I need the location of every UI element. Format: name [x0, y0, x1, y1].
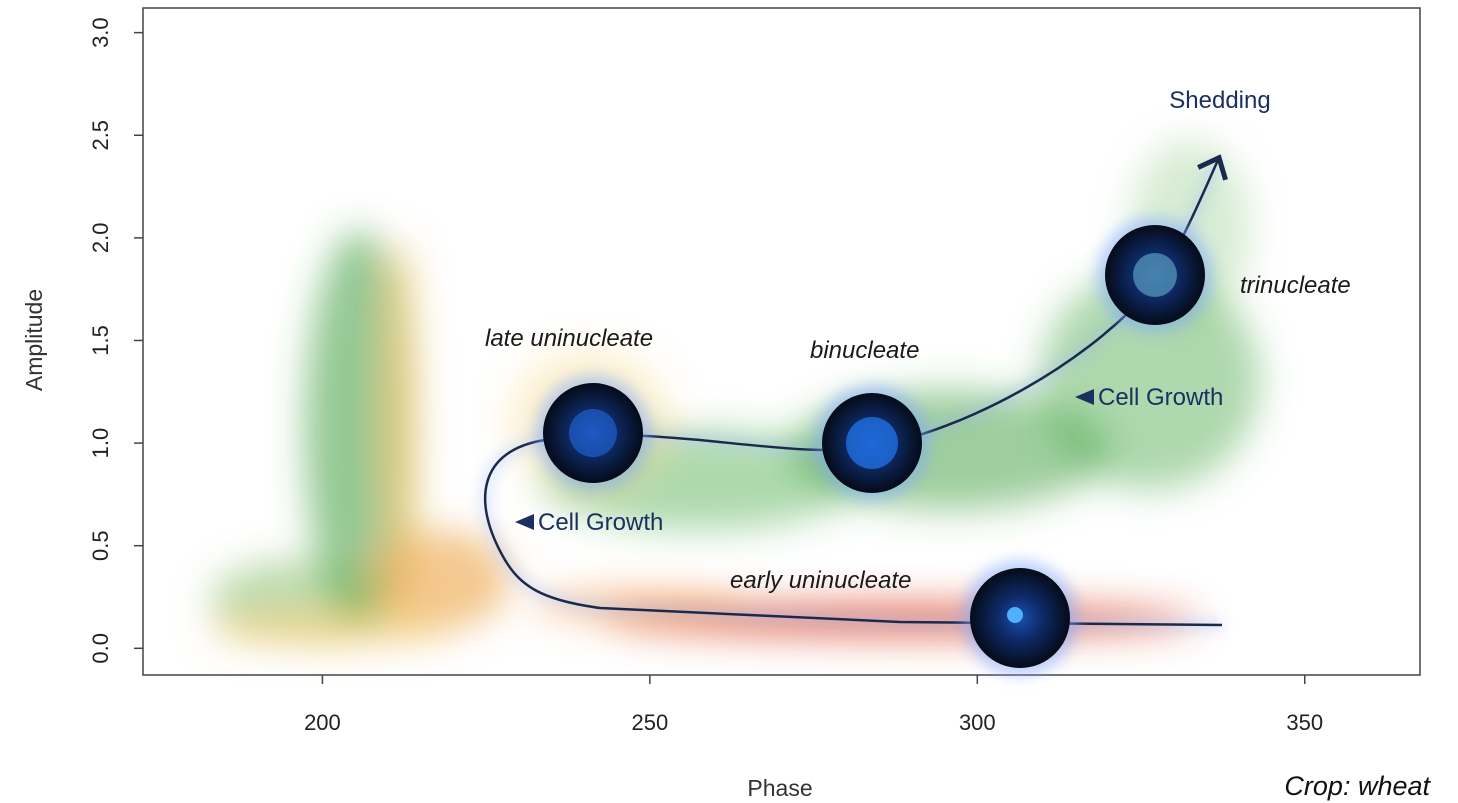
- annotation: Shedding: [1169, 87, 1270, 114]
- x-tick-label: 350: [1286, 710, 1323, 735]
- x-tick-label: 300: [959, 710, 996, 735]
- y-tick-label: 2.0: [88, 223, 113, 254]
- annotation: late uninucleate: [485, 325, 653, 352]
- footnote: Crop: wheat: [1284, 771, 1431, 801]
- y-axis-title: Amplitude: [21, 289, 47, 391]
- y-tick-label: 0.0: [88, 633, 113, 664]
- x-axis-title: Phase: [747, 775, 812, 801]
- y-tick-label: 1.5: [88, 325, 113, 356]
- y-tick-label: 0.5: [88, 530, 113, 561]
- x-tick-label: 200: [304, 710, 341, 735]
- annotation: trinucleate: [1240, 272, 1351, 299]
- pointer-icon: [515, 514, 534, 530]
- chart: Shedding trinucleate late uninucleate bi…: [0, 0, 1458, 803]
- y-tick-label: 3.0: [88, 17, 113, 48]
- annotation: Cell Growth: [538, 509, 663, 536]
- annotation: binucleate: [810, 337, 919, 364]
- annotation: Cell Growth: [1098, 384, 1223, 411]
- annotation: early uninucleate: [730, 567, 911, 594]
- x-tick-label: 250: [632, 710, 669, 735]
- y-tick-label: 2.5: [88, 120, 113, 151]
- y-tick-label: 1.0: [88, 428, 113, 459]
